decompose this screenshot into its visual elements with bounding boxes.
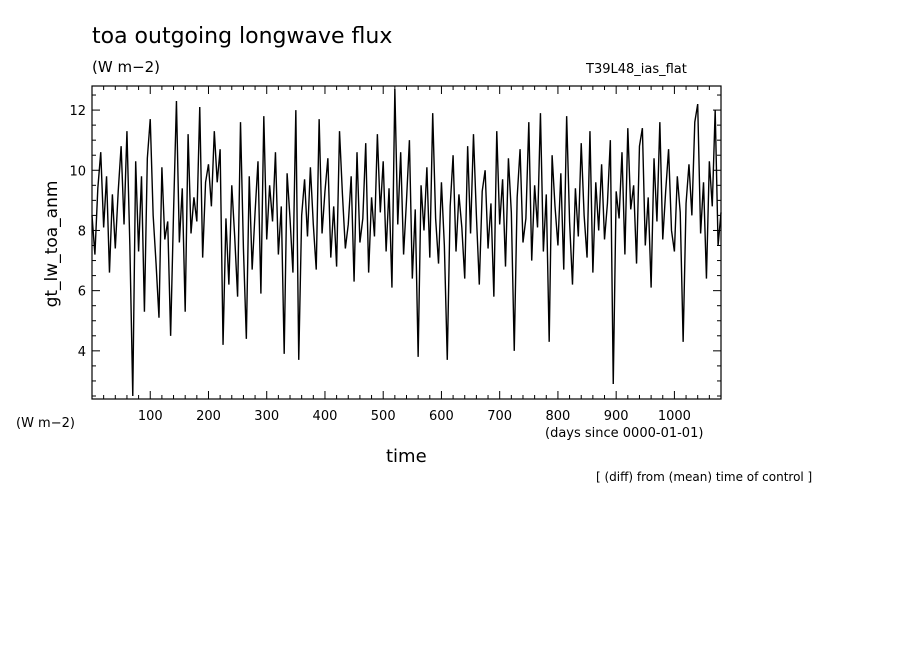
y-tick-label: 10 — [69, 164, 86, 179]
plot-frame — [91, 85, 722, 400]
diff-note: [ (diff) from (mean) time of control ] — [596, 470, 813, 484]
x-tick-label: 300 — [254, 409, 279, 424]
x-tick-label: 500 — [371, 409, 396, 424]
x-tick-label: 800 — [546, 409, 571, 424]
series-group — [91, 88, 722, 397]
run-label: T39L48_ias_flat — [586, 62, 687, 77]
x-tick-label: 100 — [138, 409, 163, 424]
axis-tick-labels: 100 200 300 400 500 600 700 800 900 1000 4 6 8 10 12 — [69, 104, 691, 424]
x-tick-label: 200 — [196, 409, 221, 424]
y-tick-label: 8 — [78, 224, 86, 239]
chart-subtitle-units: (W m−2) — [92, 58, 161, 76]
x-tick-label: 400 — [313, 409, 338, 424]
chart-title: toa outgoing longwave flux — [92, 24, 393, 49]
y-tick-label: 12 — [69, 104, 86, 119]
series-line — [91, 88, 722, 397]
x-axis-title: time — [386, 446, 427, 467]
y-tick-label: 4 — [78, 345, 86, 360]
y-tick-label: 6 — [78, 285, 86, 300]
x-tick-label: 900 — [604, 409, 629, 424]
x-axis-units: (days since 0000-01-01) — [545, 426, 704, 441]
y-axis-units: (W m−2) — [16, 416, 75, 431]
x-tick-label: 1000 — [658, 409, 691, 424]
x-tick-label: 600 — [429, 409, 454, 424]
x-tick-label: 700 — [487, 409, 512, 424]
